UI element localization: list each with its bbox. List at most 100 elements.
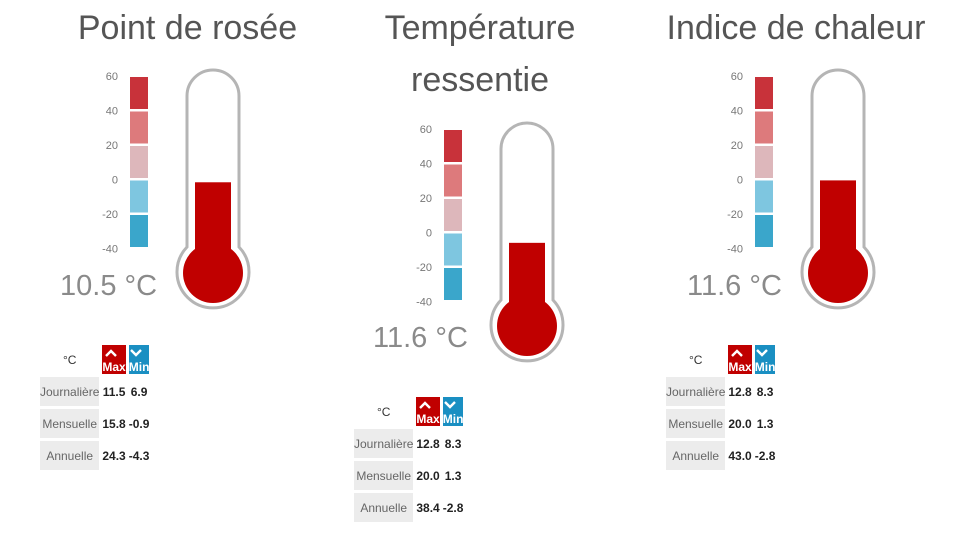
scale-tick-label: -40 — [102, 244, 118, 256]
min-column-header[interactable]: Min — [442, 397, 464, 426]
max-column-header[interactable]: Max — [102, 345, 126, 374]
max-header-label: Max — [728, 359, 752, 374]
scale-tick-label: 40 — [106, 106, 118, 118]
stats-row: Mensuelle 20.0 1.3 — [354, 461, 464, 490]
scale-tick-label: 60 — [420, 124, 432, 136]
stats-row: Annuelle 43.0 -2.8 — [666, 441, 776, 470]
scale-tick-label: 40 — [420, 159, 432, 171]
max-header-label: Max — [416, 411, 440, 426]
mercury-bulb — [183, 243, 243, 303]
period-label: Journalière — [354, 429, 414, 458]
period-label: Annuelle — [666, 441, 726, 470]
max-value: 15.8 — [102, 409, 126, 438]
scale-segment-cold — [444, 268, 462, 300]
period-label: Annuelle — [354, 493, 414, 522]
max-value: 43.0 — [728, 441, 752, 470]
scale-segment-hot — [444, 130, 462, 162]
chevron-down-icon — [130, 346, 142, 360]
max-value: 38.4 — [416, 493, 440, 522]
scale-tick-label: -20 — [416, 262, 432, 274]
period-label: Mensuelle — [354, 461, 414, 490]
mercury-bulb — [808, 243, 868, 303]
max-column-header[interactable]: Max — [416, 397, 440, 426]
stats-row: Annuelle 38.4 -2.8 — [354, 493, 464, 522]
scale-tick-label: -20 — [727, 209, 743, 221]
scale-segment-warm — [444, 164, 462, 197]
scale-tick-label: 20 — [106, 140, 118, 152]
chevron-up-icon — [419, 398, 431, 412]
scale-tick-label: 20 — [420, 193, 432, 205]
min-column-header[interactable]: Min — [754, 345, 776, 374]
scale-segment-warm — [755, 111, 773, 144]
stats-header-row: °C Max Min — [666, 345, 776, 374]
min-value: -2.8 — [754, 441, 776, 470]
min-column-header[interactable]: Min — [128, 345, 150, 374]
stats-row: Annuelle 24.3 -4.3 — [40, 441, 150, 470]
scale-segment-mild — [444, 199, 462, 231]
thermometer: 60 40 20 0 -20 -40 — [102, 68, 251, 310]
stats-row: Journalière 12.8 8.3 — [354, 429, 464, 458]
current-reading: 11.6 °C — [373, 322, 468, 354]
stats-header-row: °C Max Min — [40, 345, 150, 374]
scale-segment-cold — [755, 215, 773, 247]
panel-title-line: Point de rosée — [77, 9, 298, 47]
max-column-header[interactable]: Max — [728, 345, 752, 374]
max-value: 20.0 — [416, 461, 440, 490]
scale-segment-hot — [130, 77, 148, 109]
min-value: -4.3 — [128, 441, 150, 470]
period-label: Journalière — [666, 377, 726, 406]
min-value: 6.9 — [128, 377, 150, 406]
panel-title-line: Température — [384, 9, 576, 47]
scale-segment-cool — [755, 180, 773, 213]
panel-title: Point de rosée — [35, 2, 340, 54]
stats-row: Journalière 12.8 8.3 — [666, 377, 776, 406]
panel-title-line: ressentie — [411, 61, 549, 99]
min-value: -0.9 — [128, 409, 150, 438]
chevron-up-icon — [731, 346, 743, 360]
period-label: Annuelle — [40, 441, 100, 470]
unit-label: °C — [354, 397, 414, 426]
thermometer: 60 40 20 0 -20 -40 — [416, 121, 565, 363]
stats-header-row: °C Max Min — [354, 397, 464, 426]
min-header-label: Min — [128, 359, 150, 374]
max-value: 12.8 — [728, 377, 752, 406]
max-value: 20.0 — [728, 409, 752, 438]
stats-row: Mensuelle 20.0 1.3 — [666, 409, 776, 438]
scale-tick-label: 0 — [737, 175, 743, 187]
min-value: 1.3 — [442, 461, 464, 490]
scale-tick-label: -40 — [416, 297, 432, 309]
scale-tick-label: 40 — [731, 106, 743, 118]
max-value: 12.8 — [416, 429, 440, 458]
scale-segment-mild — [130, 146, 148, 178]
scale-tick-label: 20 — [731, 140, 743, 152]
unit-label: °C — [666, 345, 726, 374]
unit-label: °C — [40, 345, 100, 374]
stats-table: °C Max Min Journalière 12.8 8.3 Mensuelle 20.0 1… — [663, 342, 778, 473]
stats-table: °C Max Min Journalière 11.5 6.9 Mensuelle 15.8-… — [37, 342, 152, 473]
max-value: 11.5 — [102, 377, 126, 406]
scale-segment-cool — [130, 180, 148, 213]
panel-title: Indice de chaleur — [640, 2, 952, 54]
mercury-bulb — [497, 296, 557, 356]
scale-segment-cold — [130, 215, 148, 247]
stats-table: °C Max Min Journalière 12.8 8.3 Mensuelle 20.0 1… — [351, 394, 466, 525]
current-reading: 11.6 °C — [687, 270, 782, 302]
panel-title-line: Indice de chaleur — [666, 9, 926, 47]
min-header-label: Min — [754, 359, 776, 374]
scale-tick-label: 60 — [731, 71, 743, 83]
stats-row: Mensuelle 15.8 -0.9 — [40, 409, 150, 438]
min-value: 1.3 — [754, 409, 776, 438]
scale-segment-hot — [755, 77, 773, 109]
thermometer: 60 40 20 0 -20 -40 — [727, 68, 876, 310]
min-header-label: Min — [442, 411, 464, 426]
stats-row: Journalière 11.5 6.9 — [40, 377, 150, 406]
chevron-down-icon — [756, 346, 768, 360]
scale-segment-mild — [755, 146, 773, 178]
current-reading: 10.5 °C — [60, 270, 158, 302]
period-label: Mensuelle — [40, 409, 100, 438]
scale-tick-label: 0 — [112, 175, 118, 187]
scale-tick-label: -20 — [102, 209, 118, 221]
period-label: Journalière — [40, 377, 100, 406]
panel-title: Température ressentie — [345, 2, 615, 106]
chevron-down-icon — [444, 398, 456, 412]
